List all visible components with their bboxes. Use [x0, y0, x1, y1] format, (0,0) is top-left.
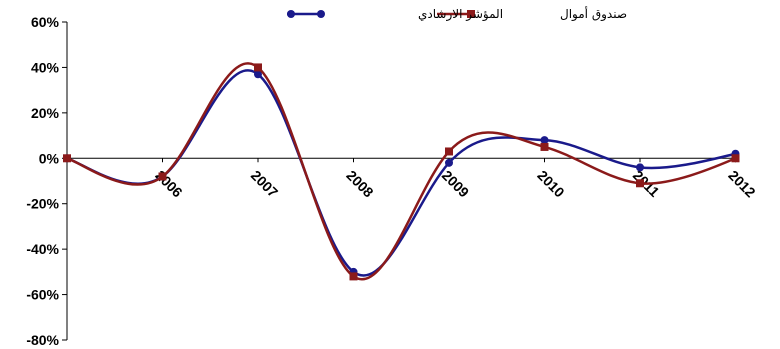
series-group [63, 62, 740, 281]
y-tick-label: -20% [26, 196, 59, 212]
y-tick-label: 60% [31, 14, 60, 30]
data-point [540, 136, 549, 145]
legend-marker [467, 10, 475, 18]
data-point [731, 154, 740, 163]
x-tick-label: 2007 [248, 167, 281, 200]
legend-item-benchmark: المؤشر الارشادي [287, 7, 503, 22]
legend: صندوق أموال المؤشر الارشادي [287, 6, 627, 22]
legend-item-fund: صندوق أموال [437, 6, 627, 22]
y-tick-label: 0% [39, 150, 60, 166]
legend-marker [317, 10, 325, 18]
y-axis: 60% 40% 20% 0% -20% -40% -60% -80% [26, 14, 68, 348]
series-fund [63, 62, 740, 281]
y-tick-label: -80% [26, 332, 59, 348]
data-point [636, 163, 644, 172]
data-point [445, 147, 453, 156]
x-axis: 2006 2007 2008 2009 2010 2011 2012 [66, 157, 759, 201]
data-point [540, 142, 549, 151]
data-point [254, 63, 262, 72]
y-tick-label: 40% [31, 59, 60, 75]
x-tick-label: 2009 [439, 167, 472, 200]
x-tick-label: 2010 [534, 167, 567, 200]
data-point [63, 154, 71, 163]
legend-marker [287, 10, 295, 18]
legend-label: المؤشر الارشادي [418, 7, 503, 22]
y-tick-label: -40% [26, 241, 59, 257]
data-point [254, 70, 262, 79]
data-point [158, 172, 167, 181]
x-tick-label: 2008 [343, 167, 376, 200]
data-point [636, 179, 644, 188]
y-tick-label: 20% [31, 105, 60, 121]
data-point [445, 158, 453, 167]
x-tick-label: 2012 [725, 167, 758, 200]
data-point [349, 272, 358, 281]
y-tick-label: -60% [26, 287, 59, 303]
series-line [66, 62, 736, 281]
legend-label: صندوق أموال [560, 6, 627, 22]
